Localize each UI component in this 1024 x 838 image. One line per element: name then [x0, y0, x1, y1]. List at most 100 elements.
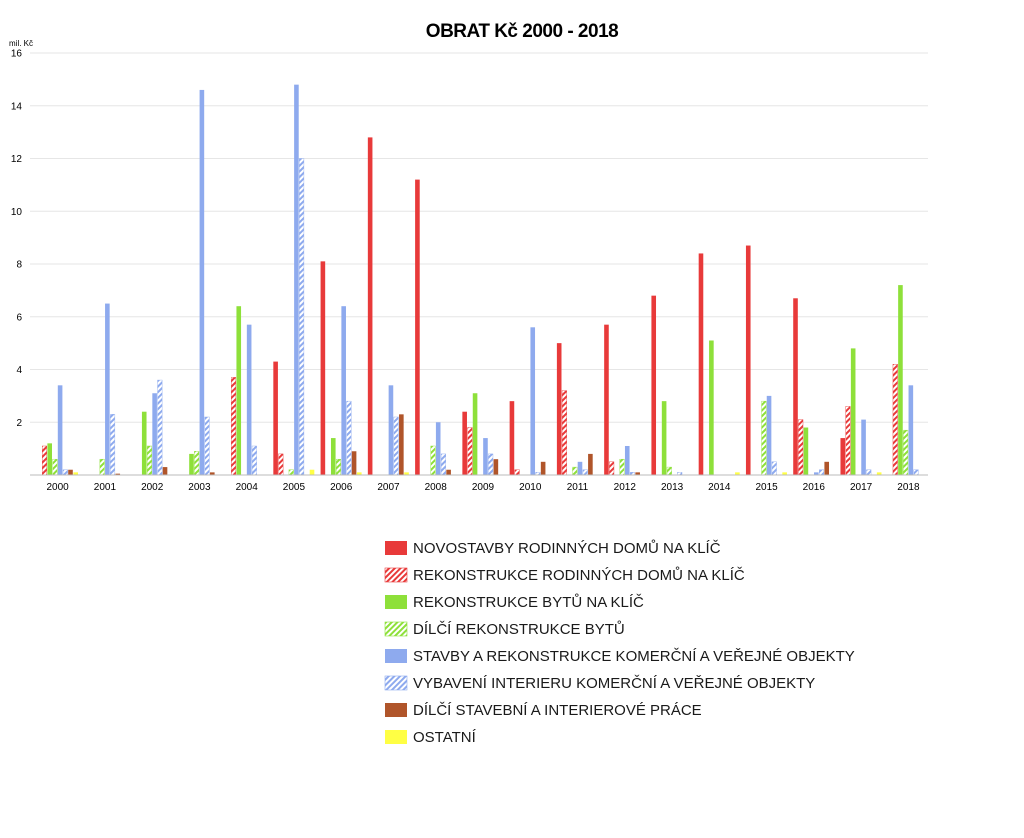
bar — [115, 473, 121, 475]
bar — [110, 414, 116, 476]
bar — [99, 458, 105, 476]
bar — [189, 453, 194, 475]
bar — [609, 461, 615, 476]
bar — [367, 137, 373, 475]
bar — [273, 361, 278, 475]
legend-swatch — [384, 675, 408, 691]
legend-label: NOVOSTAVBY RODINNÝCH DOMŮ NA KLÍČ — [413, 539, 721, 557]
x-tick-label: 2001 — [94, 482, 117, 493]
bar — [446, 469, 451, 475]
y-tick-label: 2 — [16, 418, 22, 429]
bar — [472, 393, 478, 475]
bar — [57, 385, 63, 475]
x-tick-label: 2000 — [46, 482, 69, 493]
grid-lines — [30, 52, 928, 423]
bar — [661, 401, 667, 475]
bar — [651, 295, 657, 475]
legend-label: VYBAVENÍ INTERIERU KOMERČNÍ A VEŘEJNÉ OB… — [413, 675, 815, 692]
legend-label: DÍLČÍ STAVEBNÍ A INTERIEROVÉ PRÁCE — [413, 702, 702, 719]
bar — [619, 458, 625, 476]
bar — [793, 298, 798, 475]
bar — [540, 461, 546, 475]
bar — [876, 472, 882, 475]
bar — [803, 427, 809, 475]
bar — [462, 411, 467, 475]
bar — [320, 261, 326, 475]
bar — [330, 438, 336, 475]
legend-swatch — [385, 595, 407, 609]
bar — [430, 445, 436, 476]
bar — [814, 472, 819, 475]
bar — [635, 472, 640, 475]
bar — [399, 414, 404, 475]
bar — [840, 438, 846, 475]
x-tick-label: 2010 — [519, 482, 542, 493]
bar — [666, 466, 672, 476]
bar — [309, 469, 315, 475]
bar — [162, 467, 168, 475]
x-tick-label: 2008 — [425, 482, 448, 493]
bar — [246, 324, 252, 475]
x-tick-label: 2006 — [330, 482, 353, 493]
legend-swatch — [385, 649, 407, 663]
bar — [204, 416, 210, 476]
legend: NOVOSTAVBY RODINNÝCH DOMŮ NA KLÍČ REKONST… — [384, 539, 855, 746]
y-axis-unit-label: mil. Kč — [9, 39, 33, 48]
legend-swatch — [385, 703, 407, 717]
x-tick-label: 2011 — [567, 482, 589, 493]
x-tick-label: 2004 — [236, 482, 259, 493]
bar — [346, 400, 352, 476]
x-tick-label: 2007 — [377, 482, 400, 493]
bar — [488, 453, 494, 476]
bar — [199, 89, 205, 476]
bar — [913, 469, 919, 476]
bar — [819, 469, 825, 476]
x-tick-label: 2002 — [141, 482, 164, 493]
bar — [798, 419, 804, 476]
bar — [440, 453, 446, 476]
bar — [105, 303, 110, 475]
bar — [735, 472, 740, 475]
bar — [582, 469, 588, 476]
legend-label: OSTATNÍ — [413, 729, 477, 746]
bar — [709, 340, 714, 475]
bar — [146, 445, 152, 476]
x-tick-label: 2017 — [850, 482, 873, 493]
bar — [251, 445, 257, 476]
bar — [845, 406, 851, 476]
legend-label: REKONSTRUKCE RODINNÝCH DOMŮ NA KLÍČ — [413, 566, 745, 584]
bar — [766, 395, 772, 476]
x-tick-label: 2016 — [803, 482, 826, 493]
y-tick-label: 12 — [11, 154, 23, 165]
bar — [209, 472, 215, 475]
x-tick-label: 2012 — [614, 482, 637, 493]
legend-label: DÍLČÍ REKONSTRUKCE BYTŮ — [413, 620, 625, 638]
bar — [73, 472, 78, 475]
bar — [530, 327, 536, 475]
y-tick-label: 14 — [11, 101, 23, 112]
bar — [152, 393, 157, 475]
bar — [415, 179, 420, 475]
bar — [52, 458, 58, 476]
bar — [435, 422, 441, 475]
bar — [388, 385, 394, 475]
bar — [556, 343, 562, 476]
bar — [236, 306, 242, 475]
x-tick-label: 2005 — [283, 482, 306, 493]
bars — [42, 84, 919, 476]
x-axis-ticks: 2000 2001 2002 2003 2004 2005 2006 2007 2008 2009… — [46, 482, 919, 493]
legend-swatch — [384, 621, 408, 637]
bar — [903, 429, 909, 476]
x-tick-label: 2003 — [188, 482, 211, 493]
bar — [824, 461, 830, 475]
bar — [514, 469, 520, 476]
bar — [572, 466, 578, 476]
x-tick-label: 2014 — [708, 482, 731, 493]
bar — [356, 472, 362, 475]
x-tick-label: 2018 — [897, 482, 920, 493]
y-tick-label: 4 — [16, 365, 22, 376]
legend-swatch — [384, 567, 408, 583]
bar — [194, 451, 200, 476]
x-tick-label: 2009 — [472, 482, 495, 493]
